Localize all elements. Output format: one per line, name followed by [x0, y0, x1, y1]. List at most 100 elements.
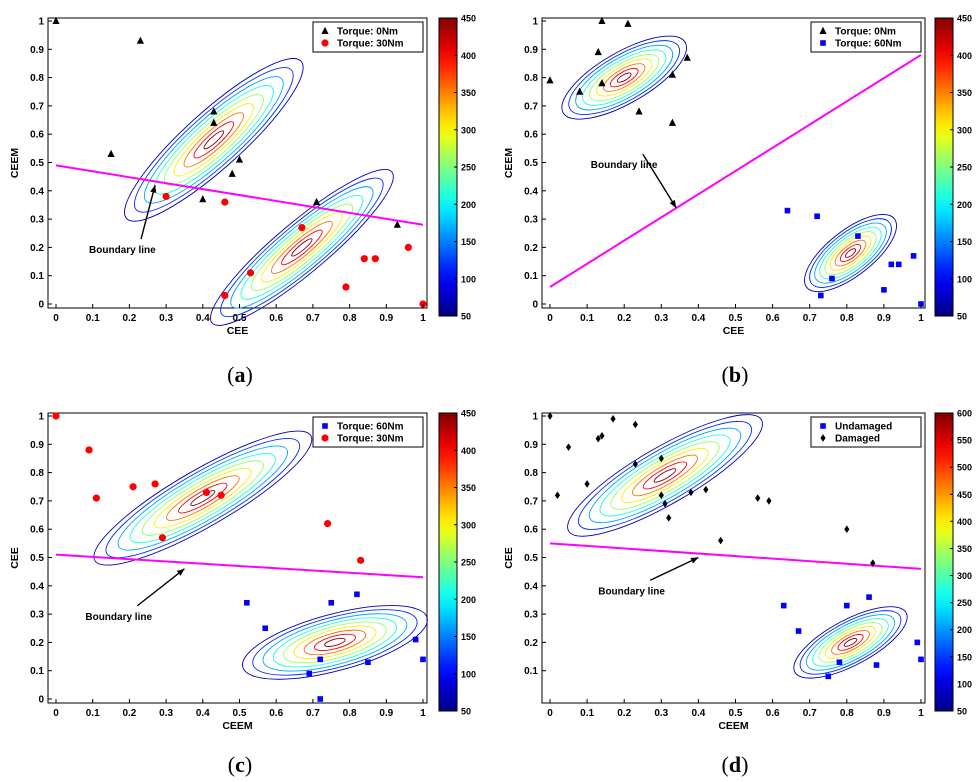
x-tick-label: 0.1: [580, 313, 594, 324]
data-point: [598, 16, 606, 24]
x-tick-label: 0: [547, 708, 553, 719]
data-point: [217, 491, 225, 499]
colorbar-tick-label: 450: [957, 490, 972, 500]
x-tick-label: 0.2: [122, 708, 136, 719]
data-point: [825, 673, 832, 680]
colorbar-tick-label: 100: [461, 274, 476, 284]
annotation-arrowhead: [669, 199, 677, 208]
contour-line: [831, 630, 870, 655]
contour-line: [809, 218, 892, 288]
colorbar-tick-label: 350: [957, 88, 972, 98]
legend-marker: [820, 40, 826, 46]
colorbar-tick-label: 100: [957, 679, 972, 689]
x-axis-label: CEE: [723, 325, 745, 337]
data-point: [718, 536, 724, 545]
y-tick-label: 0.2: [30, 638, 44, 649]
colorbar-tick-label: 600: [957, 409, 972, 419]
data-point: [92, 494, 100, 502]
contour-line: [824, 231, 877, 275]
x-tick-label: 0.3: [654, 708, 668, 719]
x-tick-label: 0.6: [766, 313, 780, 324]
data-point: [202, 488, 211, 497]
series-damaged: [547, 412, 876, 567]
y-tick-label: 0.9: [30, 440, 44, 451]
contour-line: [260, 212, 343, 283]
x-tick-label: 0.2: [617, 708, 631, 719]
contour-line: [596, 58, 653, 97]
contour-line: [837, 634, 864, 651]
data-point: [393, 220, 401, 228]
data-point: [829, 275, 835, 282]
legend-marker: [321, 39, 329, 47]
x-tick-label: 0.5: [729, 313, 743, 324]
data-point: [547, 412, 553, 420]
contour-line: [602, 63, 646, 92]
contour-group: [567, 414, 908, 679]
x-tick-label: 0.8: [343, 708, 357, 719]
y-tick-label: 0.8: [30, 73, 44, 84]
series-torque-30nm: [162, 192, 427, 308]
y-tick-label: 0.5: [30, 158, 44, 169]
legend-box: [312, 21, 424, 53]
legend-entry: Torque: 0Nm: [337, 27, 398, 38]
annotation-arrowhead: [176, 568, 185, 576]
data-point: [371, 255, 379, 263]
x-tick-label: 0: [53, 708, 59, 719]
contour-line: [183, 112, 245, 168]
annotation-text: Boundary line: [89, 245, 156, 256]
contour-line: [283, 621, 387, 664]
contour-line: [129, 452, 276, 544]
data-point: [780, 602, 787, 609]
annotation-arrow: [649, 556, 699, 581]
colorbar-tick-label: 250: [461, 558, 476, 568]
contour-line: [843, 637, 858, 647]
y-tick-label: 0.5: [30, 553, 44, 564]
x-tick-label: 0.1: [580, 708, 594, 719]
annotation-text: Boundary line: [85, 612, 152, 623]
data-point: [668, 118, 677, 126]
contour-line: [610, 441, 720, 510]
x-tick-label: 1: [918, 708, 924, 719]
y-tick-label: 0.1: [30, 666, 44, 677]
x-tick-label: 0.7: [306, 313, 320, 324]
colorbar-tick-label: 50: [957, 707, 967, 717]
colorbar-tick-label: 100: [461, 669, 476, 679]
x-tick-label: 0.9: [877, 313, 891, 324]
data-point: [412, 636, 419, 643]
data-point: [306, 670, 313, 677]
panel-label-a: (a): [227, 362, 253, 387]
data-point: [151, 480, 159, 488]
data-point: [814, 213, 820, 220]
data-point: [420, 656, 426, 663]
data-point: [221, 291, 229, 300]
contour-line: [105, 438, 301, 559]
colorbar-tick-label: 200: [957, 200, 972, 210]
y-tick-label: 0.1: [30, 271, 44, 282]
legend-entry: Torque: 60Nm: [835, 39, 902, 50]
x-tick-label: 0.4: [691, 313, 705, 324]
x-axis: 0 0.1 0.2 0.3 0.4 0.5 0.6 0.7 0.8 0.9 1: [547, 304, 924, 324]
y-tick-label: 0: [532, 300, 538, 311]
contour-line: [190, 490, 216, 506]
boundary-line: [55, 164, 424, 226]
contour-line: [220, 177, 384, 318]
panel-b: Boundary line 0 0.1 0.2 0.3 0.4 0.5 0.6 0.7 0.8 0.…: [503, 14, 972, 338]
contour-line: [117, 445, 289, 551]
contour-line: [178, 482, 228, 514]
y-tick-label: 0.2: [524, 638, 538, 649]
data-point: [632, 460, 638, 468]
x-tick-label: 0.3: [159, 708, 173, 719]
data-point: [298, 223, 306, 232]
data-point: [136, 36, 145, 44]
contour-line: [839, 244, 862, 263]
colorbar-tick-label: 350: [461, 88, 476, 98]
y-tick-label: 0.6: [30, 130, 44, 141]
contour-line: [621, 447, 709, 503]
series-torque-0nm: [546, 16, 691, 126]
y-tick-label: 0.9: [30, 45, 44, 56]
legend-entry: Torque: 30Nm: [337, 39, 404, 50]
panel-label-b: (b): [721, 362, 749, 387]
x-tick-label: 0.8: [343, 313, 357, 324]
y-axis-label: CEEM: [503, 148, 515, 179]
